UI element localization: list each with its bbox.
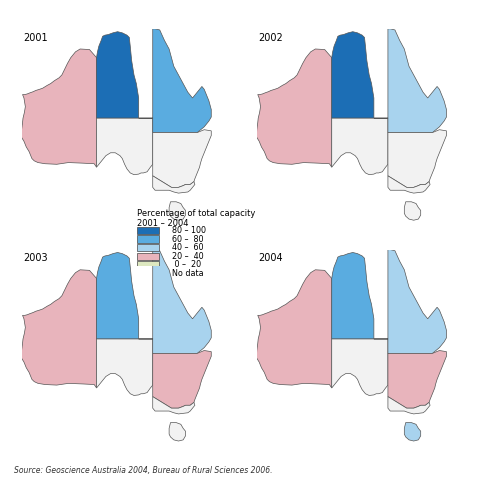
Bar: [137, 236, 159, 243]
Text: 2001 – 2004: 2001 – 2004: [137, 219, 189, 228]
Polygon shape: [153, 176, 195, 193]
Polygon shape: [256, 49, 332, 167]
Text: 60 –  80: 60 – 80: [172, 235, 204, 244]
Polygon shape: [169, 202, 185, 220]
Polygon shape: [332, 339, 388, 396]
Polygon shape: [374, 250, 446, 353]
Polygon shape: [153, 350, 211, 408]
Bar: [137, 252, 159, 260]
Polygon shape: [332, 118, 388, 175]
Polygon shape: [388, 396, 430, 414]
Polygon shape: [169, 422, 185, 441]
Polygon shape: [153, 130, 211, 187]
Polygon shape: [21, 270, 96, 388]
Polygon shape: [256, 270, 332, 388]
Polygon shape: [374, 29, 446, 132]
Polygon shape: [21, 49, 96, 167]
Polygon shape: [96, 32, 139, 118]
Polygon shape: [139, 29, 211, 132]
Bar: [137, 261, 159, 268]
Bar: [137, 270, 159, 277]
Polygon shape: [96, 252, 139, 339]
Text: 2004: 2004: [259, 253, 283, 264]
Text: 80 – 100: 80 – 100: [172, 226, 206, 235]
Text: 2002: 2002: [259, 33, 284, 43]
Polygon shape: [404, 422, 420, 441]
Text: 0 –  20: 0 – 20: [172, 260, 201, 269]
Polygon shape: [96, 118, 153, 175]
Polygon shape: [96, 339, 153, 396]
Polygon shape: [332, 32, 374, 118]
Bar: [137, 244, 159, 252]
Polygon shape: [139, 250, 211, 353]
Polygon shape: [404, 202, 420, 220]
Text: 20 –  40: 20 – 40: [172, 252, 204, 261]
Polygon shape: [332, 252, 374, 339]
Polygon shape: [388, 176, 430, 193]
Text: 40 –  60: 40 – 60: [172, 243, 204, 252]
Text: 2001: 2001: [24, 33, 48, 43]
Text: Percentage of total capacity: Percentage of total capacity: [137, 209, 256, 218]
Polygon shape: [153, 396, 195, 414]
Text: Source: Geoscience Australia 2004, Bureau of Rural Sciences 2006.: Source: Geoscience Australia 2004, Burea…: [14, 466, 273, 475]
Bar: [137, 227, 159, 234]
Text: 2003: 2003: [24, 253, 48, 264]
Text: No data: No data: [172, 269, 204, 278]
Polygon shape: [388, 350, 446, 408]
Polygon shape: [388, 130, 446, 187]
